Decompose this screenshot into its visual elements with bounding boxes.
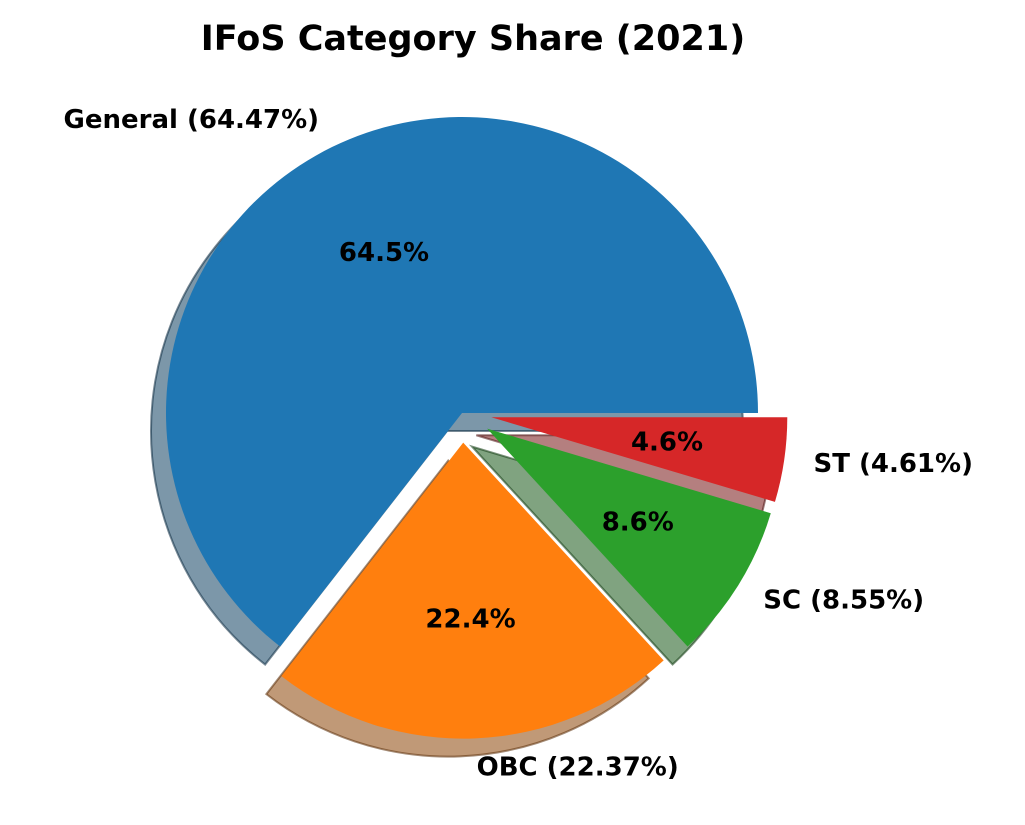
slice-st xyxy=(491,417,788,502)
category-label-sc: SC (8.55%) xyxy=(763,586,924,616)
category-label-general: General (64.47%) xyxy=(64,105,320,135)
pct-label-st: 4.6% xyxy=(631,427,703,457)
slice-sc xyxy=(487,428,771,647)
slice-obc xyxy=(281,442,664,739)
slice-general xyxy=(166,117,758,647)
slice-labels: 64.5% General (64.47%) 22.4% OBC (22.37%) 8.… xyxy=(64,105,973,782)
category-label-obc: OBC (22.37%) xyxy=(477,752,679,782)
pct-label-sc: 8.6% xyxy=(602,507,674,537)
category-label-st: ST (4.61%) xyxy=(813,449,972,479)
pie-slices xyxy=(166,117,788,739)
chart-title: IFoS Category Share (2021) xyxy=(201,19,745,59)
pct-label-general: 64.5% xyxy=(339,238,429,268)
pct-label-obc: 22.4% xyxy=(425,605,515,635)
